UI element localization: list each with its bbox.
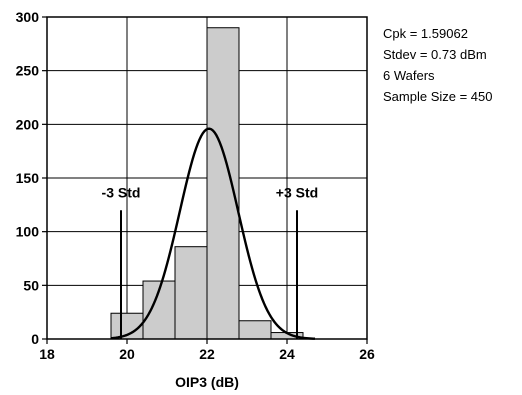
y-tick-label: 100	[16, 224, 40, 240]
stdev-value: Stdev = 0.73 dBm	[383, 47, 487, 62]
sample-size: Sample Size = 450	[383, 89, 493, 104]
std-markers: -3 Std +3 Std	[102, 184, 318, 339]
histogram-bar	[238, 320, 272, 340]
x-tick-label: 26	[359, 346, 375, 362]
fit-curve-group	[110, 127, 316, 340]
y-tick-label: 250	[16, 63, 40, 79]
minus-3-std-label: -3 Std	[102, 184, 141, 200]
y-tick-label: 300	[16, 9, 40, 25]
y-tick-label: 0	[31, 331, 39, 347]
y-tick-label: 50	[23, 277, 39, 293]
x-tick-label: 18	[39, 346, 55, 362]
y-tick-label: 150	[16, 170, 40, 186]
plus-3-std-label: +3 Std	[276, 184, 318, 200]
histogram-bar	[206, 27, 240, 340]
y-tick-label: 200	[16, 116, 40, 132]
x-tick-label: 24	[279, 346, 295, 362]
fit-curve	[110, 127, 316, 340]
cpk-value: Cpk = 1.59062	[383, 26, 468, 41]
histogram-bar	[174, 246, 208, 340]
stats-panel: Cpk = 1.59062 Stdev = 0.73 dBm 6 Wafers …	[383, 23, 492, 107]
x-tick-label: 20	[119, 346, 135, 362]
wafer-count: 6 Wafers	[383, 68, 435, 83]
x-tick-label: 22	[199, 346, 215, 362]
axis-ticks: 0 50 100 150 200 250 300 18 20 22 24 26	[16, 9, 375, 362]
x-axis-title: OIP3 (dB)	[175, 374, 239, 390]
